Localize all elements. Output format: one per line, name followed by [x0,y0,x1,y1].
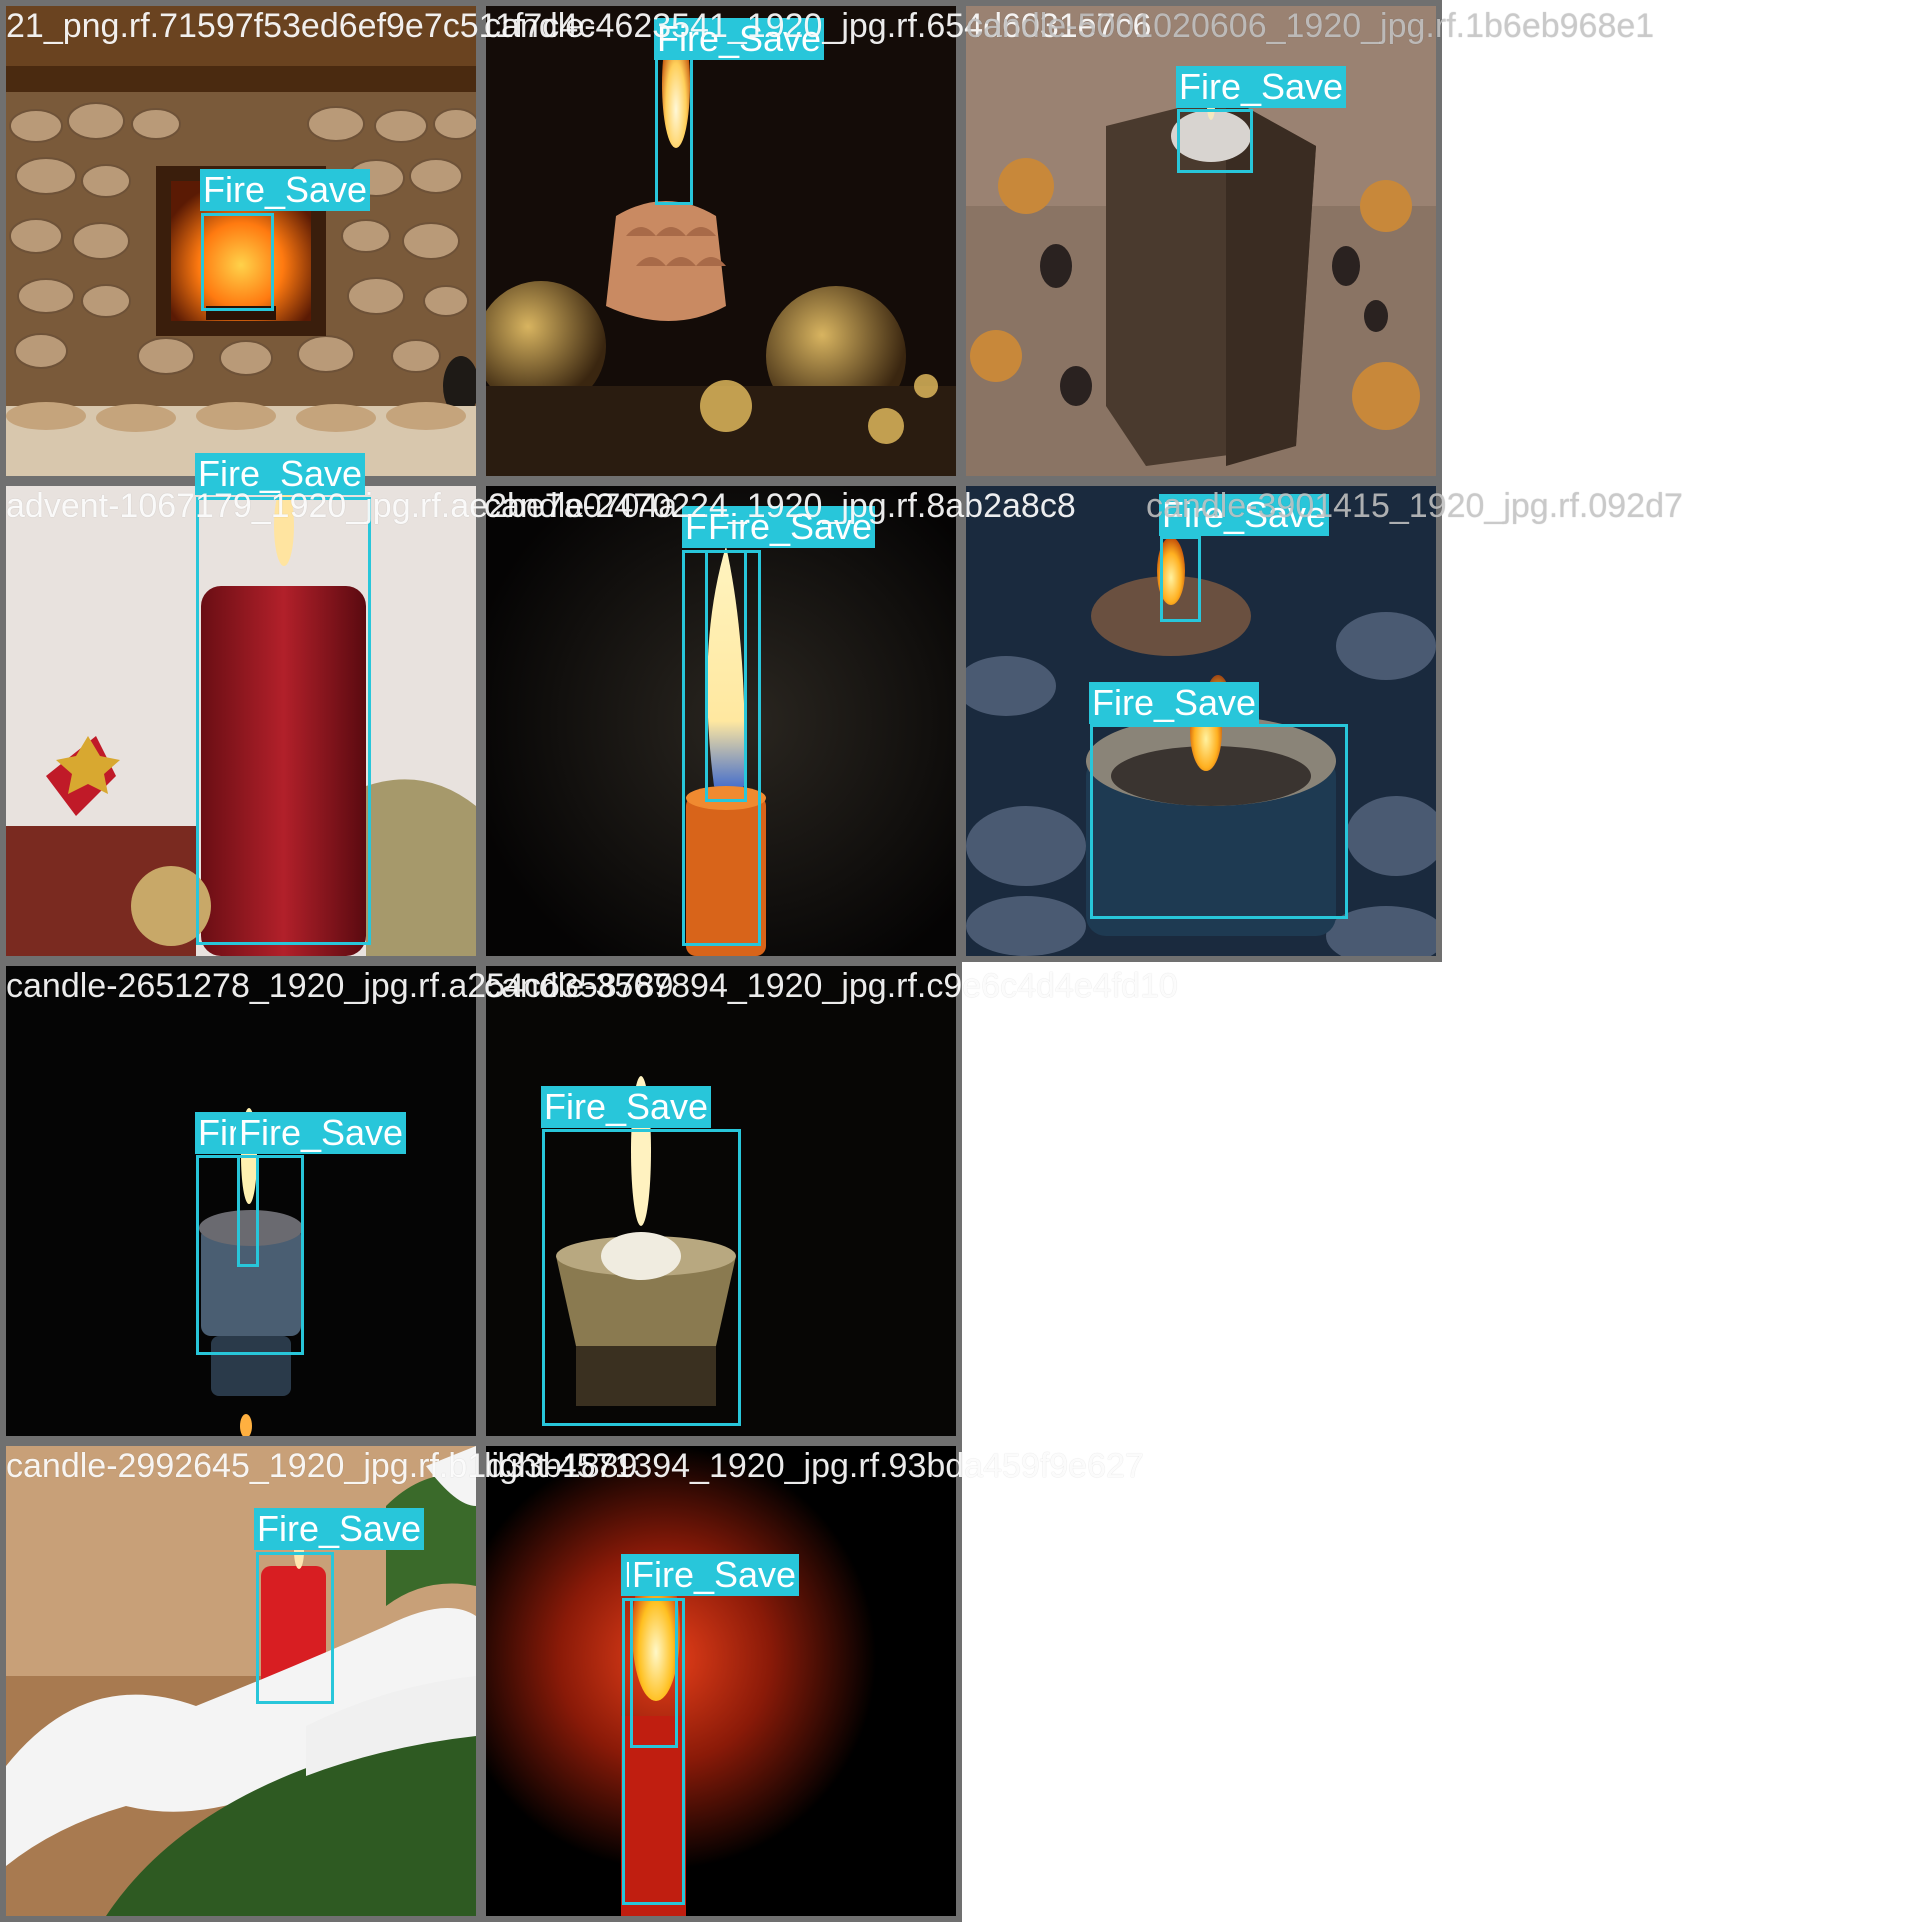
tealight-dark-photo [6,966,476,1436]
detection-label: Fire_Save [629,1554,800,1596]
image-tile-5 [480,480,962,962]
image-tile-2 [480,0,962,482]
detection-box [256,1552,334,1704]
detection-label: Fire_Save [541,1086,712,1128]
glowing-red-candle-photo [486,1446,956,1916]
detection-box [542,1129,741,1426]
image-tile-6 [960,480,1442,962]
detection-label: Fire_Save [195,453,366,495]
detection-label: Fire_Save [200,169,371,211]
detection-box [1160,536,1201,622]
detection-box [1177,109,1253,173]
star-candle-holder-photo [966,6,1436,476]
detection-box [655,52,693,205]
tall-flame-candle-photo [486,486,956,956]
detection-label: Fire_Save [254,1508,425,1550]
image-tile-9 [0,1440,482,1922]
image-tile-7 [0,960,482,1442]
image-tile-3 [960,0,1442,482]
detection-box [196,497,371,945]
detection-label: Fire_Save [654,18,825,60]
red-candle-snow-photo [6,1446,476,1916]
pinecone-candle-photo [486,6,956,476]
detection-label: Fire_Save [1176,66,1347,108]
detection-box [201,213,274,311]
detection-box [630,1598,678,1748]
image-tile-8 [480,960,962,1442]
detection-label: Fire_Save [705,506,876,548]
detection-label: Fire_Save [1089,682,1260,724]
candle-in-glass-photo [486,966,956,1436]
red-pillar-candle-photo [6,486,476,956]
detection-label: Fire_Save [236,1112,407,1154]
image-tile-4 [0,480,482,962]
image-tile-10 [480,1440,962,1922]
detection-box [705,550,747,802]
detection-box [237,1155,259,1267]
detection-label: Fire_Save [1159,494,1330,536]
detection-box [1090,724,1348,919]
tealights-on-stones-photo [966,486,1436,956]
